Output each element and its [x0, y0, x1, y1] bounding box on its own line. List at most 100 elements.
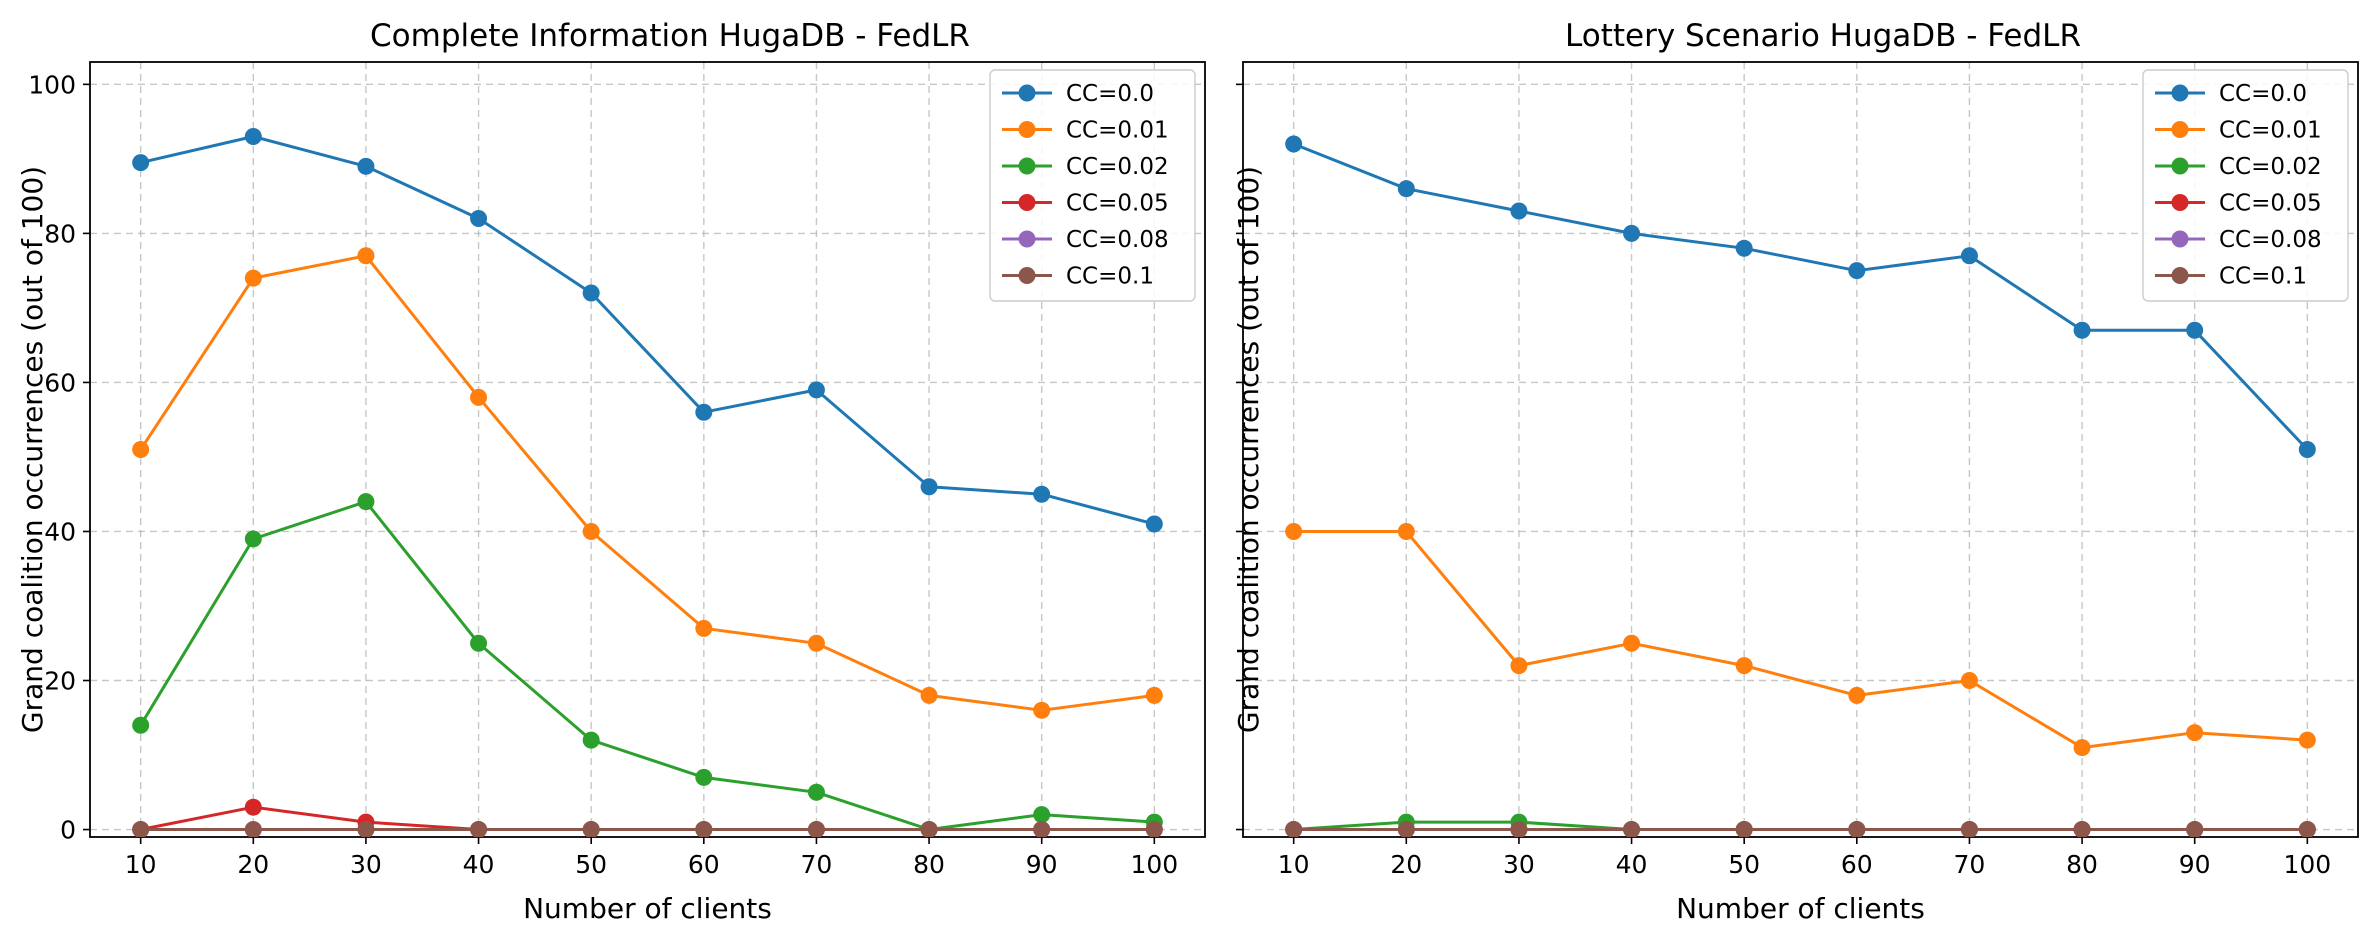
legend-label: CC=0.01	[2219, 118, 2322, 144]
data-point	[2298, 731, 2316, 749]
data-point	[357, 157, 375, 175]
data-point	[244, 269, 262, 287]
legend-label: CC=0.0	[2219, 81, 2307, 107]
series-CC=0.02	[1285, 813, 2316, 837]
series-group	[1285, 135, 2316, 837]
legend-swatch-marker	[2171, 121, 2189, 138]
data-point	[1033, 485, 1051, 503]
chart-title: Complete Information HugaDB - FedLR	[370, 18, 970, 54]
data-point	[807, 381, 825, 399]
data-point	[470, 388, 488, 406]
series-CC=0.1	[132, 821, 1163, 837]
legend-label: CC=0.0	[1066, 81, 1154, 107]
legend-swatch-marker	[1018, 157, 1036, 175]
data-point	[920, 478, 938, 496]
data-point	[1960, 672, 1978, 690]
data-point	[1510, 202, 1528, 220]
series-CC=0.0	[1285, 135, 2316, 458]
data-point	[807, 783, 825, 801]
data-point	[1033, 806, 1051, 824]
x-tick-label: 60	[1841, 850, 1873, 879]
y-tick-label: 100	[28, 70, 76, 99]
legend-label: CC=0.1	[2219, 264, 2307, 290]
series-group	[132, 128, 1163, 837]
x-tick-label: 40	[463, 850, 495, 879]
legend-label: CC=0.08	[2219, 227, 2322, 253]
series-CC=0.01	[132, 247, 1163, 719]
legend-swatch-marker	[2171, 267, 2189, 284]
legend: CC=0.0 CC=0.01 CC=0.02 CC=0.05 CC=0.08 CC=0.1	[989, 69, 1196, 302]
y-tick-label: 60	[44, 368, 76, 397]
x-tick-label: 100	[2283, 850, 2331, 879]
data-point	[1510, 657, 1528, 675]
data-point	[1623, 634, 1641, 652]
data-point	[920, 821, 938, 837]
series-CC=0.02	[132, 493, 1163, 837]
x-tick-label: 80	[913, 850, 945, 879]
x-tick-label: 10	[125, 850, 157, 879]
legend-label: CC=0.05	[2219, 191, 2322, 217]
data-point	[695, 403, 713, 421]
data-point	[582, 522, 600, 540]
data-point	[470, 821, 488, 837]
data-point	[357, 493, 375, 511]
data-point	[244, 128, 262, 146]
x-axis-label: Number of clients	[1676, 892, 1925, 925]
data-point	[244, 530, 262, 548]
legend-label: CC=0.01	[1066, 118, 1169, 144]
data-point	[582, 284, 600, 302]
x-tick-label: 20	[1390, 850, 1422, 879]
legend-label: CC=0.05	[1066, 191, 1169, 217]
series-line	[139, 254, 1155, 712]
legend-box	[989, 69, 1196, 302]
series-line	[1293, 142, 2309, 451]
data-point	[244, 798, 262, 816]
series-CC=0.1	[1285, 821, 2316, 837]
y-tick-label: 20	[44, 667, 76, 696]
x-tick-label: 90	[2179, 850, 2211, 879]
data-point	[1735, 657, 1753, 675]
data-point	[695, 619, 713, 637]
chart-panel-1: Complete Information HugaDB - FedLR 10 20 3…	[16, 18, 1206, 925]
data-point	[2298, 441, 2316, 458]
y-axis-label: Grand coalition occurrences (out of 100)	[1232, 166, 1265, 733]
series-line	[140, 135, 1155, 526]
data-point	[1145, 821, 1163, 837]
data-point	[807, 821, 825, 837]
x-tick-label: 30	[1503, 850, 1535, 879]
x-tick-label: 10	[1278, 850, 1310, 879]
legend-swatch-marker	[2171, 157, 2189, 175]
series-line	[139, 500, 1155, 831]
data-point	[2186, 321, 2204, 339]
y-axis-label: Grand coalition occurrences (out of 100)	[16, 166, 49, 733]
data-point	[470, 209, 488, 227]
plot-frame	[89, 61, 1206, 838]
data-point	[1735, 821, 1753, 837]
data-point	[1848, 686, 1866, 704]
data-point	[1960, 821, 1978, 837]
data-point	[695, 821, 713, 837]
x-tick-label: 40	[1616, 850, 1648, 879]
data-point	[1145, 515, 1163, 533]
series-CC=0.01	[1285, 522, 2316, 757]
data-point	[1735, 239, 1753, 257]
x-tick-label: 30	[350, 850, 382, 879]
legend-swatch-marker	[1018, 267, 1036, 284]
legend-label: CC=0.08	[1066, 227, 1169, 253]
data-point	[1397, 180, 1415, 198]
legend-swatch-marker	[1018, 121, 1036, 138]
legend-box	[2142, 69, 2349, 302]
legend-swatch-marker	[1018, 194, 1036, 211]
data-point	[807, 634, 825, 652]
data-point	[1033, 821, 1051, 837]
y-tick-label: 40	[44, 517, 76, 546]
x-tick-label: 90	[1026, 850, 1058, 879]
x-tick-label: 50	[575, 850, 607, 879]
legend-swatch-marker	[2171, 84, 2189, 102]
legend-swatch-marker	[2171, 194, 2189, 211]
data-point	[132, 716, 150, 734]
data-point	[920, 686, 938, 704]
data-point	[1397, 522, 1415, 540]
